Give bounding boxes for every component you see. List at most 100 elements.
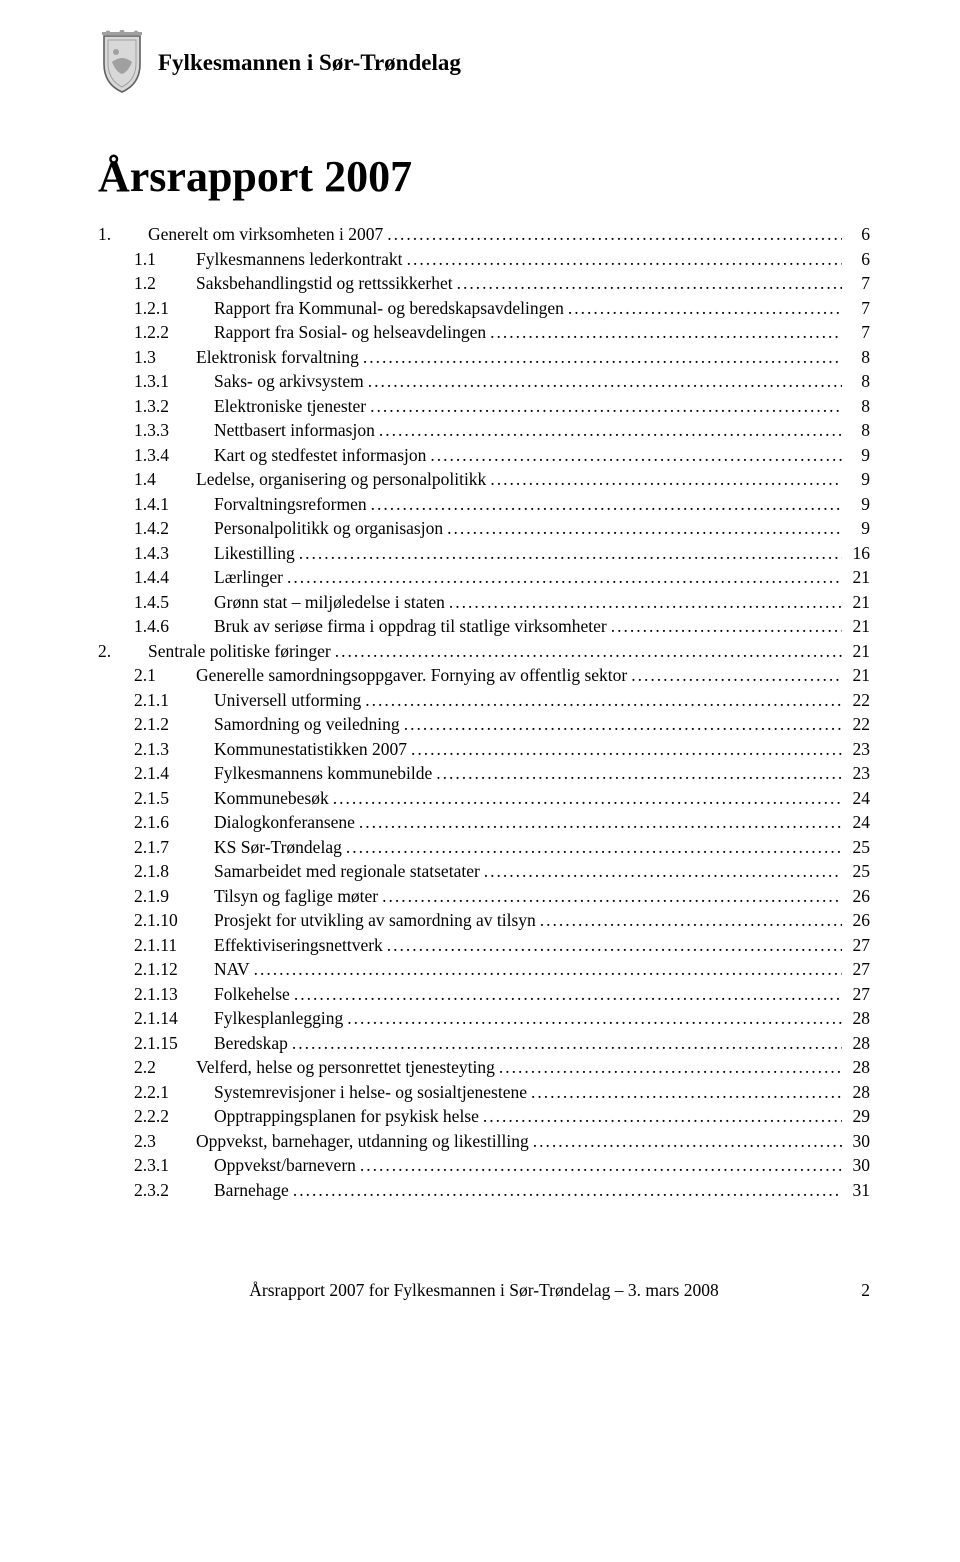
toc-entry[interactable]: 1.2Saksbehandlingstid og rettssikkerhet.… xyxy=(98,271,870,296)
toc-entry[interactable]: 2.1.13Folkehelse........................… xyxy=(98,982,870,1007)
toc-entry[interactable]: 2.2.1Systemrevisjoner i helse- og sosial… xyxy=(98,1080,870,1105)
toc-entry-number: 1.4 xyxy=(134,467,196,492)
toc-entry-page: 9 xyxy=(846,467,870,492)
toc-entry-number: 2.1.10 xyxy=(134,908,214,933)
toc-leader-dots: ........................................… xyxy=(540,908,842,933)
toc-entry-label: Samordning og veiledning xyxy=(214,712,400,737)
toc-entry-page: 26 xyxy=(846,908,870,933)
toc-entry[interactable]: 1.4.2Personalpolitikk og organisasjon...… xyxy=(98,516,870,541)
toc-entry[interactable]: 2.1.5Kommunebesøk.......................… xyxy=(98,786,870,811)
toc-entry-label: Dialogkonferansene xyxy=(214,810,355,835)
toc-entry-label: Generelle samordningsoppgaver. Fornying … xyxy=(196,663,627,688)
toc-entry[interactable]: 1.3.2Elektroniske tjenester.............… xyxy=(98,394,870,419)
toc-entry-number: 1.4.5 xyxy=(134,590,214,615)
toc-entry[interactable]: 1.2.1Rapport fra Kommunal- og beredskaps… xyxy=(98,296,870,321)
toc-entry-label: Fylkesmannens lederkontrakt xyxy=(196,247,403,272)
toc-entry[interactable]: 1.3.3Nettbasert informasjon.............… xyxy=(98,418,870,443)
toc-entry-number: 2.1.15 xyxy=(134,1031,214,1056)
toc-entry[interactable]: 2.1.4Fylkesmannens kommunebilde.........… xyxy=(98,761,870,786)
toc-entry-label: Nettbasert informasjon xyxy=(214,418,375,443)
toc-entry-label: Velferd, helse og personrettet tjenestey… xyxy=(196,1055,495,1080)
toc-entry-label: Saks- og arkivsystem xyxy=(214,369,364,394)
toc-entry[interactable]: 2.2.2Opptrappingsplanen for psykisk hels… xyxy=(98,1104,870,1129)
toc-leader-dots: ........................................… xyxy=(346,835,842,860)
toc-entry-page: 27 xyxy=(846,982,870,1007)
toc-entry-number: 2.1 xyxy=(134,663,196,688)
toc-entry[interactable]: 2.3.2Barnehage..........................… xyxy=(98,1178,870,1203)
toc-entry-number: 2.1.4 xyxy=(134,761,214,786)
toc-entry-number: 1.4.3 xyxy=(134,541,214,566)
toc-entry-number: 1.2.1 xyxy=(134,296,214,321)
toc-entry-page: 24 xyxy=(846,810,870,835)
toc-entry-page: 9 xyxy=(846,516,870,541)
toc-entry-page: 6 xyxy=(846,247,870,272)
toc-entry[interactable]: 1.1Fylkesmannens lederkontrakt..........… xyxy=(98,247,870,272)
toc-entry-page: 22 xyxy=(846,712,870,737)
toc-entry-label: Elektroniske tjenester xyxy=(214,394,366,419)
toc-leader-dots: ........................................… xyxy=(436,761,842,786)
toc-entry[interactable]: 2.2Velferd, helse og personrettet tjenes… xyxy=(98,1055,870,1080)
toc-leader-dots: ........................................… xyxy=(430,443,842,468)
toc-entry-number: 1.3.2 xyxy=(134,394,214,419)
toc-entry[interactable]: 1.4.1Forvaltningsreformen...............… xyxy=(98,492,870,517)
toc-leader-dots: ........................................… xyxy=(292,1031,842,1056)
toc-leader-dots: ........................................… xyxy=(631,663,842,688)
toc-entry[interactable]: 2.1.6Dialogkonferansene.................… xyxy=(98,810,870,835)
toc-entry-page: 25 xyxy=(846,835,870,860)
coat-of-arms-icon xyxy=(98,30,146,95)
toc-entry[interactable]: 1.4.5Grønn stat – miljøledelse i staten.… xyxy=(98,590,870,615)
toc-entry-page: 27 xyxy=(846,957,870,982)
toc-leader-dots: ........................................… xyxy=(447,516,842,541)
toc-entry[interactable]: 1.4.3Likestilling.......................… xyxy=(98,541,870,566)
toc-leader-dots: ........................................… xyxy=(363,345,842,370)
toc-entry[interactable]: 1.3Elektronisk forvaltning..............… xyxy=(98,345,870,370)
toc-entry-label: Kommunestatistikken 2007 xyxy=(214,737,407,762)
document-page: Fylkesmannen i Sør-Trøndelag Årsrapport … xyxy=(0,0,960,1341)
toc-entry[interactable]: 1.Generelt om virksomheten i 2007.......… xyxy=(98,222,870,247)
toc-entry[interactable]: 2.1.14Fylkesplanlegging.................… xyxy=(98,1006,870,1031)
toc-leader-dots: ........................................… xyxy=(483,1104,842,1129)
toc-entry[interactable]: 1.3.4Kart og stedfestet informasjon.....… xyxy=(98,443,870,468)
toc-entry-number: 1.4.4 xyxy=(134,565,214,590)
toc-entry[interactable]: 2.1.15Beredskap.........................… xyxy=(98,1031,870,1056)
toc-entry-page: 21 xyxy=(846,565,870,590)
toc-entry-label: Opptrappingsplanen for psykisk helse xyxy=(214,1104,479,1129)
toc-entry[interactable]: 2.1.9Tilsyn og faglige møter............… xyxy=(98,884,870,909)
footer-page-number: 2 xyxy=(861,1280,870,1301)
toc-entry-number: 2.1.8 xyxy=(134,859,214,884)
toc-entry[interactable]: 2.1.8Samarbeidet med regionale statsetat… xyxy=(98,859,870,884)
toc-entry[interactable]: 2.3Oppvekst, barnehager, utdanning og li… xyxy=(98,1129,870,1154)
toc-entry-label: Systemrevisjoner i helse- og sosialtjene… xyxy=(214,1080,527,1105)
toc-entry[interactable]: 2.Sentrale politiske føringer...........… xyxy=(98,639,870,664)
toc-entry[interactable]: 2.1.12NAV...............................… xyxy=(98,957,870,982)
toc-entry[interactable]: 2.1.11Effektiviseringsnettverk..........… xyxy=(98,933,870,958)
toc-entry[interactable]: 1.4.6Bruk av seriøse firma i oppdrag til… xyxy=(98,614,870,639)
toc-entry-label: Fylkesmannens kommunebilde xyxy=(214,761,432,786)
toc-entry[interactable]: 2.1.10Prosjekt for utvikling av samordni… xyxy=(98,908,870,933)
toc-entry-page: 21 xyxy=(846,590,870,615)
toc-entry[interactable]: 1.4Ledelse, organisering og personalpoli… xyxy=(98,467,870,492)
toc-entry-page: 28 xyxy=(846,1031,870,1056)
toc-entry-page: 9 xyxy=(846,443,870,468)
toc-leader-dots: ........................................… xyxy=(411,737,842,762)
toc-entry-page: 29 xyxy=(846,1104,870,1129)
toc-entry[interactable]: 2.1.1Universell utforming...............… xyxy=(98,688,870,713)
toc-entry-page: 7 xyxy=(846,296,870,321)
toc-entry[interactable]: 2.1.3Kommunestatistikken 2007...........… xyxy=(98,737,870,762)
toc-entry-label: Personalpolitikk og organisasjon xyxy=(214,516,443,541)
toc-leader-dots: ........................................… xyxy=(360,1153,842,1178)
toc-entry[interactable]: 2.3.1Oppvekst/barnevern.................… xyxy=(98,1153,870,1178)
toc-entry[interactable]: 2.1.7KS Sør-Trøndelag...................… xyxy=(98,835,870,860)
toc-entry-label: Tilsyn og faglige møter xyxy=(214,884,378,909)
toc-entry[interactable]: 1.3.1Saks- og arkivsystem...............… xyxy=(98,369,870,394)
toc-entry[interactable]: 2.1Generelle samordningsoppgaver. Fornyi… xyxy=(98,663,870,688)
toc-entry-label: Beredskap xyxy=(214,1031,288,1056)
toc-entry[interactable]: 2.1.2Samordning og veiledning...........… xyxy=(98,712,870,737)
toc-entry[interactable]: 1.2.2Rapport fra Sosial- og helseavdelin… xyxy=(98,320,870,345)
toc-entry-number: 1.3.3 xyxy=(134,418,214,443)
toc-entry-label: Elektronisk forvaltning xyxy=(196,345,359,370)
toc-leader-dots: ........................................… xyxy=(382,884,842,909)
toc-leader-dots: ........................................… xyxy=(379,418,842,443)
toc-entry[interactable]: 1.4.4Lærlinger..........................… xyxy=(98,565,870,590)
toc-entry-page: 16 xyxy=(846,541,870,566)
